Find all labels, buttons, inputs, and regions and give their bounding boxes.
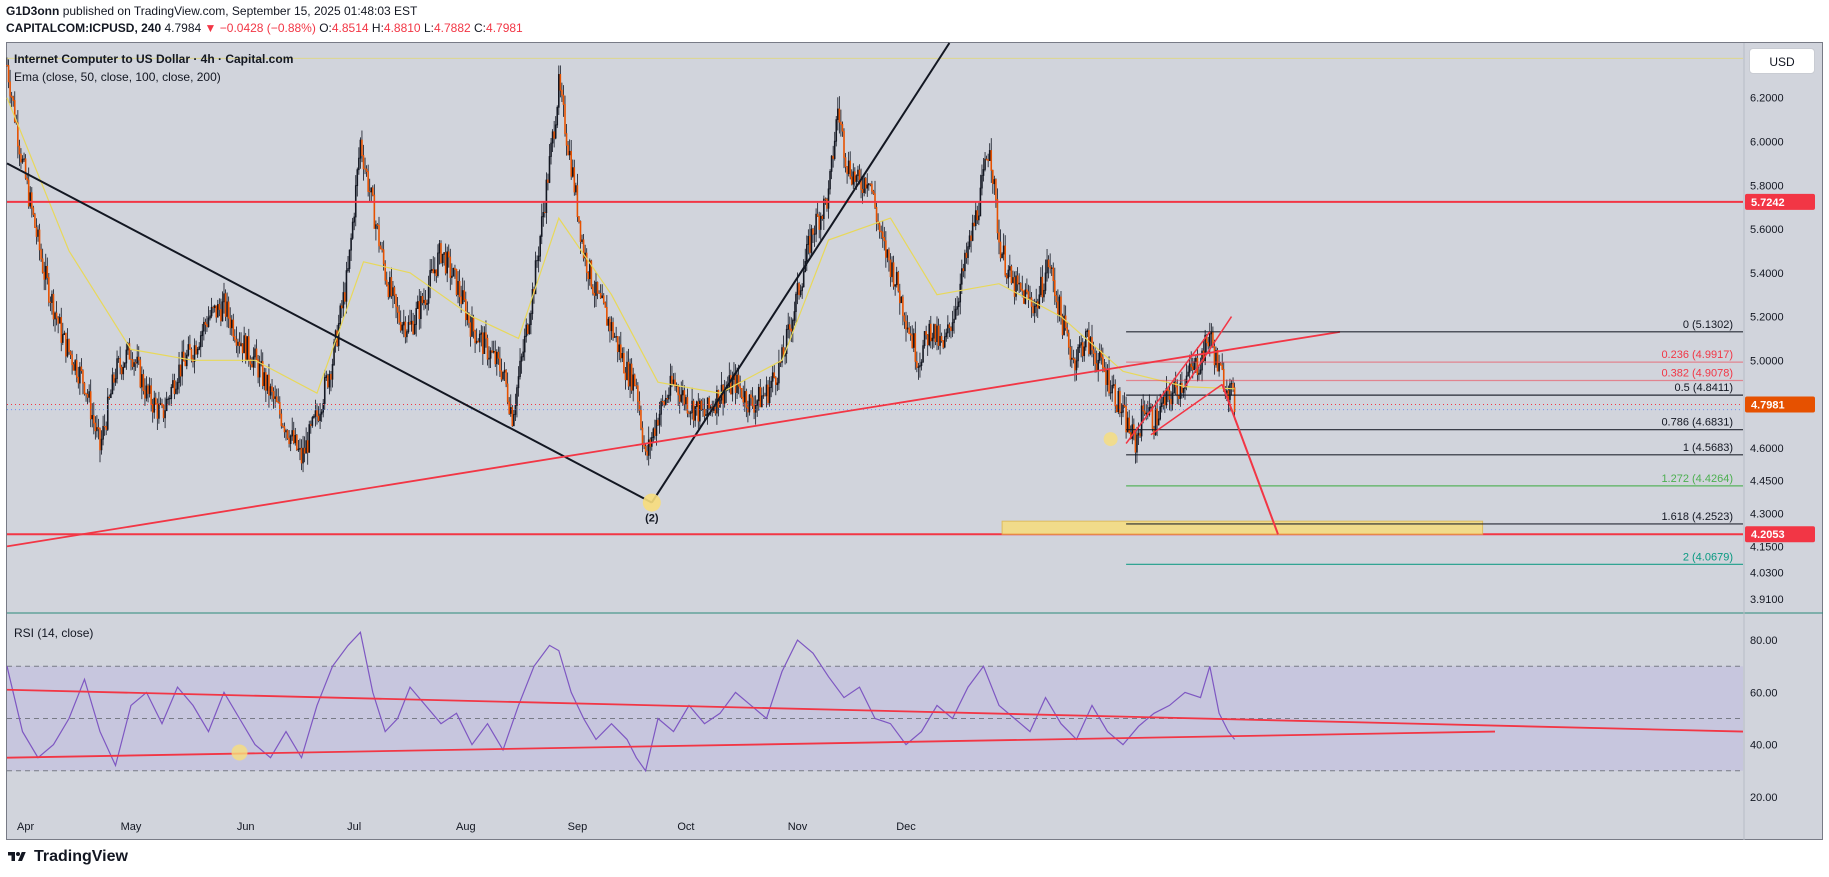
publish-header: G1D3onn published on TradingView.com, Se… [0, 0, 1829, 42]
close-label: C: [474, 21, 487, 35]
footer-brand-text: TradingView [34, 848, 128, 865]
open-label: O: [319, 21, 332, 35]
high-value: 4.8810 [383, 21, 421, 35]
price-tick-label: 5.0000 [1750, 355, 1784, 367]
fib-level-label: 2 (4.0679) [1683, 551, 1733, 563]
price-tick-label: 4.0300 [1750, 568, 1784, 580]
time-tick-label: Jun [237, 821, 255, 833]
rsi-tick-label: 80.00 [1750, 635, 1778, 647]
fibonacci-group[interactable]: 0 (5.1302) 0.236 (4.9917) 0.382 (4.9078) 0.… [1126, 319, 1743, 565]
touch-marker [1103, 432, 1118, 447]
time-tick-label: Oct [677, 821, 694, 833]
symbol-line: CAPITALCOM:ICPUSD, 240 4.7984 ▼ −0.0428 … [6, 21, 523, 35]
tradingview-logo-icon [8, 852, 26, 861]
level-price-badge: 5.7242 [1751, 197, 1785, 209]
low-label: L: [423, 21, 434, 35]
last-price-badge: 4.7981 [1751, 400, 1785, 412]
wave-marker[interactable] [642, 493, 661, 512]
last-price-badge-bg [1745, 396, 1815, 413]
price-tick-label: 3.9100 [1750, 594, 1784, 606]
chart-title: Internet Computer to US Dollar · 4h · Ca… [14, 52, 294, 66]
publisher-name: G1D3onn [6, 4, 60, 18]
rsi-lower-trendline[interactable] [6, 730, 1496, 759]
rsi-pane[interactable] [6, 631, 1744, 773]
price-tick-label: 5.8000 [1750, 180, 1784, 192]
fib-level-label: 0 (5.1302) [1683, 319, 1733, 331]
red-support-trendline[interactable] [6, 330, 1341, 548]
price-tick-label: 4.1500 [1750, 541, 1784, 553]
fib-level-label: 0.382 (4.9078) [1661, 368, 1733, 380]
time-tick-label: Nov [788, 821, 808, 833]
last-price: 4.7984 [164, 21, 202, 35]
time-tick-label: Jul [347, 821, 361, 833]
price-tick-label: 5.2000 [1750, 312, 1784, 324]
rsi-marker [231, 744, 248, 761]
projection-line[interactable] [1221, 384, 1279, 535]
price-tick-label: 4.6000 [1750, 443, 1784, 455]
rsi-tick-label: 60.00 [1750, 687, 1778, 699]
rsi-line [6, 631, 1236, 773]
publisher-line: G1D3onn published on TradingView.com, Se… [6, 4, 417, 18]
open-value: 4.8514 [331, 21, 369, 35]
fib-level-label: 1.618 (4.2523) [1661, 511, 1733, 523]
time-tick-label: May [121, 821, 142, 833]
rsi-upper-trendline[interactable] [6, 688, 1744, 733]
rsi-tick-label: 40.00 [1750, 740, 1778, 752]
time-tick-label: Sep [568, 821, 588, 833]
wave-label: (2) [645, 513, 659, 525]
black-uptrend-line[interactable] [650, 42, 951, 504]
level-price-badge-bg [1745, 526, 1815, 543]
low-value: 4.7882 [433, 21, 471, 35]
ema-legend[interactable]: Ema (close, 50, close, 100, close, 200) [14, 70, 221, 84]
price-tick-label: 5.6000 [1750, 224, 1784, 236]
price-tick-label: 4.4500 [1750, 476, 1784, 488]
currency-button[interactable]: USD [1749, 48, 1815, 74]
symbol: CAPITALCOM:ICPUSD, 240 [6, 21, 162, 35]
target-zone[interactable] [1001, 520, 1484, 535]
candles-group [6, 57, 1236, 473]
wedge-extension [1184, 316, 1233, 388]
price-tick-label: 6.0000 [1750, 136, 1784, 148]
high-label: H: [371, 21, 384, 35]
black-downtrend-line[interactable] [6, 162, 653, 504]
close-value: 4.7981 [486, 21, 523, 35]
time-tick-label: Dec [896, 821, 916, 833]
axes: 6.2000 6.0000 5.8000 5.6000 5.4000 5.2000 5.00… [7, 43, 1823, 840]
rsi-legend[interactable]: RSI (14, close) [14, 626, 94, 640]
time-tick-label: Aug [456, 821, 476, 833]
fib-level-label: 0.786 (4.6831) [1661, 417, 1733, 429]
fib-level-label: 1.272 (4.4264) [1661, 473, 1733, 485]
price-change: −0.0428 (−0.88%) [219, 21, 316, 35]
fib-level-label: 1 (4.5683) [1683, 442, 1733, 454]
footer-brand[interactable]: TradingView [6, 848, 128, 866]
wedge-upper [1125, 331, 1211, 444]
ema-line [6, 97, 1235, 395]
level-price-badge-bg [1745, 193, 1815, 210]
level-price-badge: 4.2053 [1751, 529, 1785, 541]
published-text: published on TradingView.com, September … [62, 4, 418, 18]
time-tick-label: Apr [17, 821, 34, 833]
price-tick-label: 4.3000 [1750, 509, 1784, 521]
price-pane[interactable]: 0 (5.1302) 0.236 (4.9917) 0.382 (4.9078) 0.… [6, 42, 1743, 565]
price-tick-label: 5.4000 [1750, 268, 1784, 280]
fib-level-label: 0.236 (4.9917) [1661, 349, 1733, 361]
down-arrow-icon: ▼ [204, 21, 217, 35]
rsi-tick-label: 20.00 [1750, 792, 1778, 804]
price-tick-label: 6.2000 [1750, 93, 1784, 105]
fib-level-label: 0.5 (4.8411) [1674, 382, 1733, 394]
wedge-group[interactable] [1125, 316, 1279, 535]
wedge-lower [1150, 383, 1223, 436]
